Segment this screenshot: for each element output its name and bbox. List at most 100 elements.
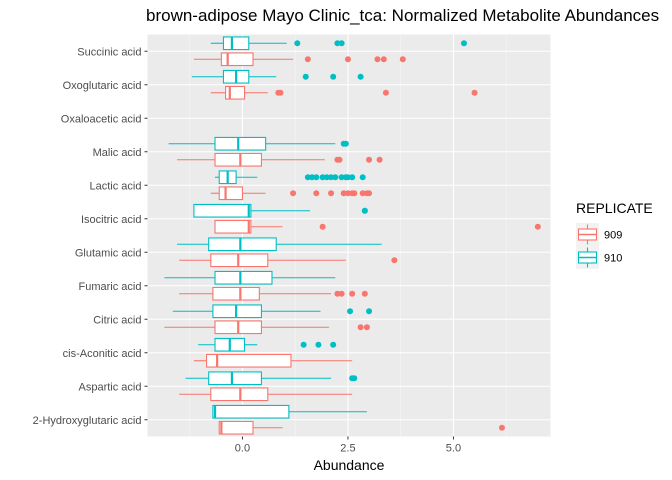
boxplot-909 xyxy=(164,320,370,335)
outlier-point xyxy=(340,190,347,197)
legend-item-909: 909 xyxy=(576,223,622,246)
boxplot-909 xyxy=(177,152,383,167)
boxplot-910 xyxy=(164,270,336,285)
outlier-point xyxy=(498,424,505,431)
outlier-point xyxy=(344,174,351,181)
boxplot-909 xyxy=(214,219,541,234)
outlier-point xyxy=(319,174,326,181)
y-tick-label: Malic acid xyxy=(93,147,142,159)
outlier-point xyxy=(338,40,345,47)
outlier-point xyxy=(359,190,366,197)
outlier-point xyxy=(330,341,337,348)
outlier-point xyxy=(357,73,364,80)
outlier-point xyxy=(344,190,351,197)
box xyxy=(212,286,260,301)
y-tick-label: Fumaric acid xyxy=(79,281,142,293)
outlier-point xyxy=(338,174,345,181)
boxplot-series xyxy=(164,36,541,435)
outlier-point xyxy=(361,207,368,214)
outlier-point xyxy=(361,290,368,297)
boxplot-910 xyxy=(185,371,358,386)
outlier-point xyxy=(363,324,370,331)
outlier-point xyxy=(294,40,301,47)
box xyxy=(218,420,254,435)
boxplot-910 xyxy=(210,36,467,51)
x-axis-label: Abundance xyxy=(314,457,385,473)
outlier-point xyxy=(374,56,381,63)
boxplot-910 xyxy=(212,404,367,419)
outlier-point xyxy=(460,40,467,47)
outlier-point xyxy=(334,290,341,297)
box xyxy=(218,186,243,201)
outlier-point xyxy=(471,89,478,96)
outlier-point xyxy=(328,190,335,197)
outlier-point xyxy=(332,174,339,181)
boxplot-909 xyxy=(179,286,368,301)
x-axis: 0.0 2.5 5.0 xyxy=(235,436,461,455)
y-tick-label: Aspartic acid xyxy=(79,381,142,393)
boxplot-909 xyxy=(210,186,373,201)
boxplot-910 xyxy=(191,69,364,84)
box xyxy=(214,219,252,234)
outlier-point xyxy=(342,140,349,147)
boxplot-909 xyxy=(193,353,353,368)
outlier-point xyxy=(323,174,330,181)
plot-panel xyxy=(147,34,551,437)
legend: REPLICATE 909 910 xyxy=(576,200,653,269)
outlier-point xyxy=(309,174,316,181)
outlier-point xyxy=(359,174,366,181)
outlier-point xyxy=(290,190,297,197)
y-axis: Succinic acid Oxoglutaric acid Oxaloacetic… xyxy=(33,46,148,427)
outlier-point xyxy=(380,56,387,63)
box xyxy=(214,270,273,285)
outlier-point xyxy=(338,290,345,297)
y-tick-label: Citric acid xyxy=(93,314,141,326)
outlier-point xyxy=(304,56,311,63)
outlier-point xyxy=(300,341,307,348)
box xyxy=(206,353,292,368)
box xyxy=(208,237,277,252)
x-tick-label: 5.0 xyxy=(446,443,461,455)
outlier-point xyxy=(347,308,354,315)
box xyxy=(214,136,267,151)
box xyxy=(214,152,262,167)
y-tick-label: Oxaloacetic acid xyxy=(61,113,142,125)
legend-label: 909 xyxy=(604,230,622,242)
legend-title: REPLICATE xyxy=(576,200,653,216)
box xyxy=(193,203,252,218)
y-tick-label: Lactic acid xyxy=(90,180,142,192)
outlier-point xyxy=(349,174,356,181)
outlier-point xyxy=(334,40,341,47)
y-tick-label: Isocitric acid xyxy=(81,214,142,226)
boxplot-910 xyxy=(215,170,366,185)
outlier-point xyxy=(336,156,343,163)
outlier-point xyxy=(302,73,309,80)
boxplot-910 xyxy=(172,304,373,319)
boxplot-910 xyxy=(177,237,382,252)
boxplot-910 xyxy=(168,136,349,151)
legend-label: 910 xyxy=(604,253,622,265)
outlier-point xyxy=(366,308,373,315)
boxplot-909 xyxy=(218,420,505,435)
y-tick-label: 2-Hydroxyglutaric acid xyxy=(33,415,142,427)
box xyxy=(225,85,246,100)
chart-title: brown-adipose Mayo Clinic_tca: Normalize… xyxy=(146,6,659,25)
outlier-point xyxy=(277,89,284,96)
outlier-point xyxy=(366,190,373,197)
outlier-point xyxy=(313,174,320,181)
boxplot-909 xyxy=(179,253,398,268)
outlier-point xyxy=(319,223,326,230)
outlier-point xyxy=(351,375,358,382)
outlier-point xyxy=(391,257,398,264)
boxplot-910 xyxy=(193,203,368,218)
x-tick-label: 2.5 xyxy=(340,443,355,455)
outlier-point xyxy=(344,56,351,63)
legend-items: 909 910 xyxy=(576,223,622,269)
boxplot-909 xyxy=(210,85,478,100)
legend-item-910: 910 xyxy=(576,246,622,269)
box xyxy=(212,404,290,419)
boxplot-909 xyxy=(179,387,353,402)
y-tick-label: Succinic acid xyxy=(77,46,141,58)
box xyxy=(222,36,250,51)
